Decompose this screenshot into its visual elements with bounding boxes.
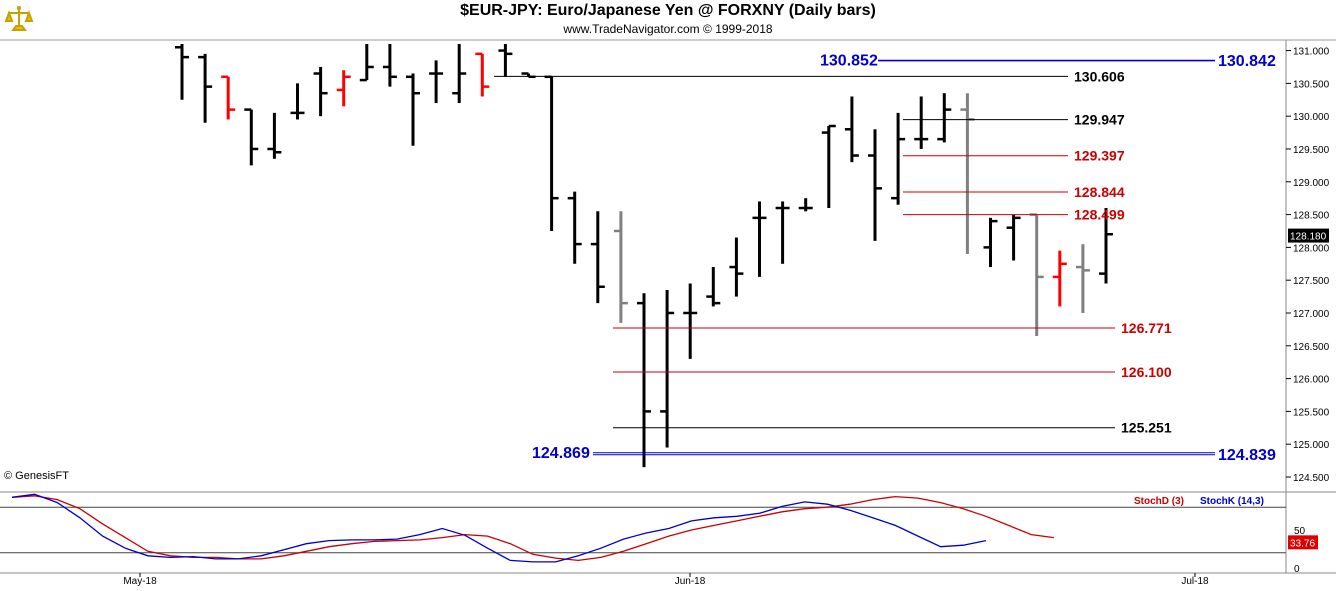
level-label: 129.397 [1074, 148, 1125, 164]
level-label: 126.771 [1121, 320, 1172, 336]
level-label: 130.852 [820, 52, 878, 69]
y-tick-label: 127.500 [1293, 276, 1330, 287]
chart-subtitle: www.TradeNavigator.com © 1999-2018 [563, 22, 773, 36]
y-tick-label: 126.500 [1293, 342, 1330, 353]
y-tick-label: 129.000 [1293, 178, 1330, 189]
level-label: 126.100 [1121, 364, 1172, 380]
osc-y-tick-label: 50 [1294, 526, 1306, 537]
osc-last-value-label: 33.76 [1290, 538, 1315, 549]
level-label: 128.844 [1074, 184, 1125, 200]
level-label: 130.842 [1218, 53, 1276, 70]
x-tick-label: Jul-18 [1181, 576, 1209, 587]
y-tick-label: 125.500 [1293, 407, 1330, 418]
chart-title: $EUR-JPY: Euro/Japanese Yen @ FORXNY (Da… [460, 2, 876, 19]
trade-navigator-logo-icon [4, 4, 34, 34]
y-tick-label: 128.000 [1293, 243, 1330, 254]
y-tick-label: 124.500 [1293, 473, 1330, 484]
y-tick-label: 129.500 [1293, 145, 1330, 156]
y-tick-label: 125.000 [1293, 440, 1330, 451]
level-label: 130.606 [1074, 68, 1125, 84]
osc-last-value-box [1288, 535, 1318, 550]
osc-series-line [11, 493, 987, 563]
x-tick-label: May-18 [123, 576, 157, 587]
level-label: 129.947 [1074, 112, 1125, 128]
level-label: 128.499 [1074, 207, 1125, 223]
legend-stochd: StochD (3) [1134, 496, 1184, 507]
y-tick-label: 131.000 [1293, 47, 1330, 58]
y-tick-label: 128.500 [1293, 211, 1330, 222]
legend-stochk: StochK (14,3) [1200, 496, 1264, 507]
level-label: 124.869 [532, 445, 590, 462]
x-tick-label: Jun-18 [675, 576, 706, 587]
y-tick-label: 130.500 [1293, 79, 1330, 90]
osc-series-line [11, 495, 1054, 562]
level-label: 125.251 [1121, 420, 1172, 436]
y-tick-label: 126.000 [1293, 375, 1330, 386]
last-price-label: 128.180 [1290, 232, 1327, 243]
osc-y-tick-label: 0 [1294, 564, 1300, 575]
watermark-label: © GenesisFT [4, 470, 69, 482]
level-label: 124.839 [1218, 447, 1276, 464]
y-tick-label: 127.000 [1293, 309, 1330, 320]
y-tick-label: 130.000 [1293, 112, 1330, 123]
last-price-box [1288, 228, 1329, 243]
